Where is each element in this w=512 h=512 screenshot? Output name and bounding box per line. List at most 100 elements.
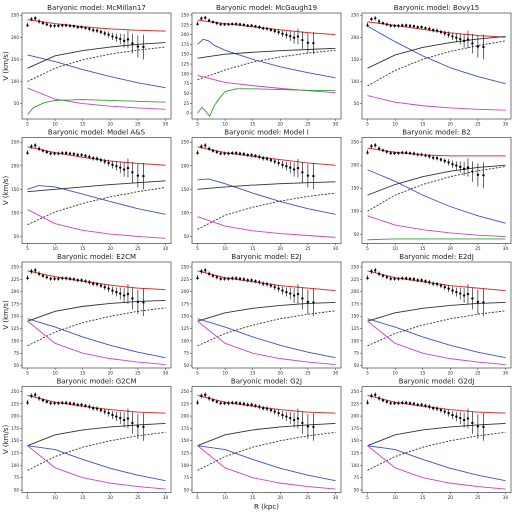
data-point [207, 19, 211, 22]
data-point [196, 276, 200, 279]
data-point [377, 147, 381, 150]
series-line-bulge [27, 320, 166, 365]
data-point [41, 21, 45, 25]
data-point [420, 153, 423, 156]
series-line-halo-solid [367, 423, 506, 447]
x-tick-label: 30 [163, 371, 169, 376]
series-line-halo-solid [27, 300, 166, 322]
data-point [258, 25, 261, 29]
y-tick-label: 150 [351, 438, 359, 443]
panel-frame [191, 137, 342, 244]
data-point [30, 394, 33, 398]
y-tick-label: 25 [184, 101, 190, 106]
data-point [107, 33, 110, 36]
y-tick-label: 100 [351, 79, 359, 84]
series-line-bulge [367, 445, 506, 490]
y-tick-label: 200 [181, 414, 189, 419]
data-point [242, 152, 246, 156]
y-tick-label: 125 [181, 451, 189, 456]
y-tick-label: 75 [14, 475, 20, 480]
x-tick-label: 10 [222, 122, 228, 127]
data-point [64, 401, 68, 404]
series-line-halo-solid [197, 301, 336, 322]
y-tick-label: 100 [11, 338, 19, 343]
data-point [234, 277, 238, 280]
panel-curves [367, 147, 506, 241]
data-point [285, 415, 288, 418]
data-point [204, 393, 207, 397]
x-tick-label: 20 [278, 122, 284, 127]
y-tick-label: 100 [11, 210, 19, 215]
data-point [431, 29, 435, 32]
x-tick-label: 10 [392, 371, 398, 376]
y-tick-label: 50 [354, 488, 360, 493]
data-point [277, 411, 280, 415]
y-tick-label: 150 [351, 57, 359, 62]
series-line-stellar-disk [27, 318, 166, 359]
data-point [84, 404, 87, 407]
panel-frame [361, 261, 512, 369]
x-tick-label: 30 [163, 246, 169, 251]
panel-title: Baryonic model: McGaugh19 [216, 4, 317, 12]
data-point [115, 415, 118, 418]
data-point [95, 282, 99, 286]
panel-4: Baryonic model: Model I 50 100 150 200 250 5 10… [181, 129, 342, 251]
data-point [261, 27, 265, 30]
x-tick-label: 5 [366, 371, 369, 376]
data-point [99, 158, 103, 162]
series-line-stellar-disk [197, 178, 336, 215]
y-tick-label: 125 [181, 62, 189, 67]
data-point [296, 417, 300, 420]
data-point [111, 289, 114, 292]
x-tick-label: 25 [475, 371, 481, 376]
panel-title: Baryonic model: E2J [231, 253, 301, 261]
data-point [385, 150, 389, 153]
x-tick-label: 15 [420, 246, 426, 251]
data-point [80, 25, 83, 29]
data-point [250, 403, 253, 406]
series-line-stellar-disk [27, 445, 166, 482]
data-point [68, 152, 72, 155]
y-tick-label: 250 [351, 264, 359, 269]
data-point [451, 289, 454, 292]
data-point [385, 276, 389, 279]
data-point [273, 29, 276, 33]
data-point [91, 406, 95, 410]
data-point [366, 400, 370, 404]
x-tick-label: 10 [222, 371, 228, 376]
data-point [45, 150, 49, 154]
data-point [482, 425, 485, 429]
data-points [26, 143, 145, 190]
data-point [219, 277, 222, 280]
data-point [455, 415, 458, 418]
data-point [111, 35, 114, 38]
data-point [466, 417, 470, 420]
y-tick-label: 50 [14, 363, 20, 368]
x-tick-label: 10 [392, 495, 398, 500]
data-point [370, 270, 373, 273]
series-line-model-total [27, 146, 166, 166]
data-point [76, 403, 79, 406]
y-axis-label: V (km/s) [2, 176, 10, 206]
data-point [420, 279, 423, 282]
data-point [447, 161, 450, 164]
data-point [377, 397, 381, 400]
data-point [428, 405, 431, 408]
data-point [447, 33, 450, 36]
panel-frame [191, 261, 342, 369]
series-line-gas [367, 238, 506, 241]
series-line-bulge [367, 95, 506, 111]
data-point [439, 158, 443, 161]
data-points [26, 392, 145, 441]
data-points [26, 267, 145, 317]
y-tick-label: 200 [351, 289, 359, 294]
panel-title: Baryonic model: Model A&S [48, 129, 146, 137]
series-line-halo-solid [367, 301, 506, 322]
data-point [115, 290, 118, 294]
series-line-bulge [27, 445, 166, 490]
series-line-halo-solid [27, 423, 166, 447]
data-point [196, 400, 200, 404]
data-point [412, 152, 416, 155]
x-tick-label: 30 [333, 246, 339, 251]
data-point [68, 277, 72, 280]
